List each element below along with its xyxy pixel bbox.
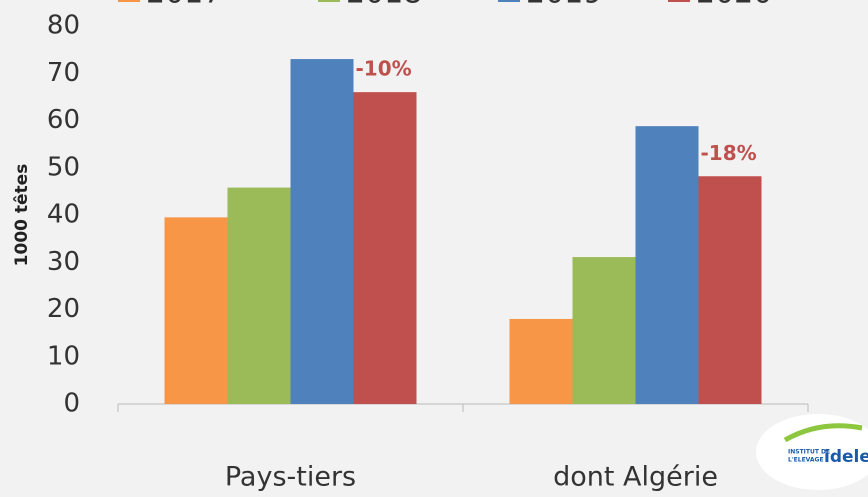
bar xyxy=(164,217,228,404)
logo: INSTITUT DE L'ELEVAGE idele xyxy=(756,414,868,490)
y-tick-label: 20 xyxy=(47,294,80,324)
annotation: -18% xyxy=(701,141,757,165)
bar xyxy=(227,187,291,404)
y-tick-label: 0 xyxy=(63,389,80,419)
bar xyxy=(698,176,762,404)
y-tick-label: 30 xyxy=(47,247,80,277)
y-tick-label: 40 xyxy=(47,200,80,230)
y-axis-label: 1000 têtes xyxy=(12,164,32,267)
bar xyxy=(572,257,636,404)
annotation: -10% xyxy=(356,57,412,81)
logo-swoosh xyxy=(783,423,863,443)
legend-swatch xyxy=(318,0,340,2)
x-tick-label: dont Algérie xyxy=(553,462,718,493)
legend-swatch xyxy=(668,0,690,2)
legend-label: 2017 xyxy=(146,0,222,11)
y-tick-label: 60 xyxy=(47,105,80,135)
logo-text: INSTITUT DE xyxy=(788,449,830,456)
y-tick-label: 70 xyxy=(47,58,80,88)
y-tick-label: 50 xyxy=(47,152,80,182)
legend-label: 2019 xyxy=(526,0,602,11)
bar xyxy=(509,318,573,404)
bar xyxy=(353,92,417,405)
logo-text: L'ELEVAGE xyxy=(788,457,824,464)
bar xyxy=(290,59,354,404)
bar xyxy=(635,126,699,405)
y-tick-label: 80 xyxy=(47,11,80,41)
legend-label: 2020 xyxy=(696,0,772,11)
logo-badge xyxy=(756,414,868,490)
y-tick-label: 10 xyxy=(47,341,80,371)
x-tick-label: Pays-tiers xyxy=(225,462,356,493)
legend-swatch xyxy=(498,0,520,2)
logo-brand: idele xyxy=(824,447,868,467)
legend-label: 2018 xyxy=(346,0,422,11)
legend-swatch xyxy=(118,0,140,2)
